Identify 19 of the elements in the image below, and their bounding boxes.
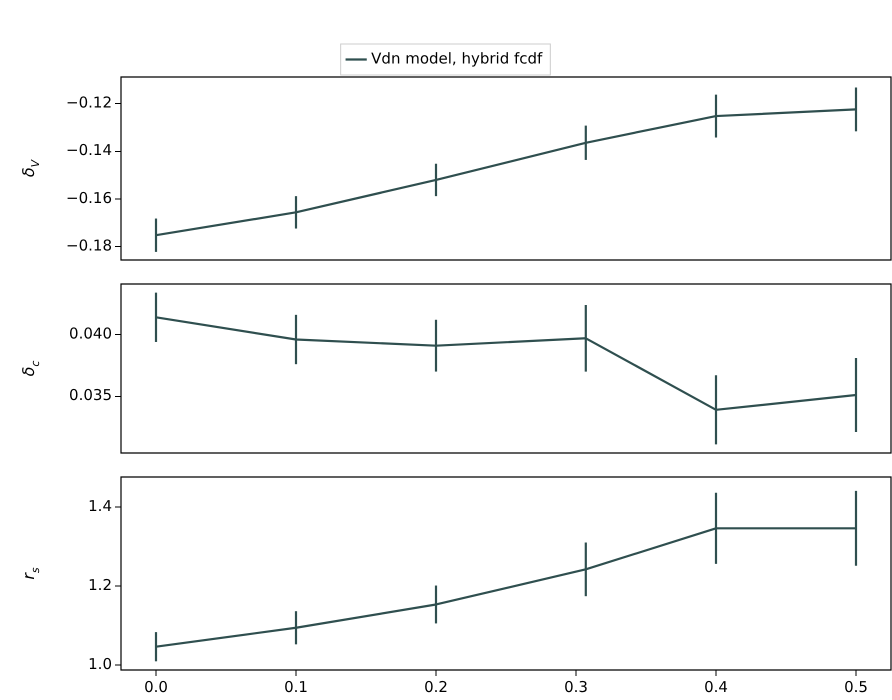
y-axis-title: rs (19, 567, 42, 580)
y-tick-label: −0.16 (66, 188, 112, 207)
y-tick-label: 1.4 (88, 496, 112, 515)
y-tick-label: 1.2 (88, 576, 112, 594)
y-tick-label: 0.035 (69, 386, 112, 404)
y-tick-label: −0.12 (66, 94, 112, 112)
x-tick-label: 0.4 (704, 678, 728, 696)
x-tick-label: 0.1 (284, 678, 308, 696)
y-axis-title: δc (19, 360, 42, 376)
x-tick-label: 0.3 (564, 678, 588, 696)
y-tick-label: 0.040 (69, 324, 112, 342)
y-tick-label: −0.14 (66, 141, 112, 160)
x-tick-label: 0.0 (144, 678, 168, 696)
y-tick-label: −0.18 (66, 236, 112, 255)
y-axis-title: δV (19, 158, 42, 178)
legend-label: Vdn model, hybrid fcdf (371, 49, 544, 68)
x-tick-label: 0.2 (424, 678, 448, 696)
x-tick-label: 0.5 (844, 678, 868, 696)
y-tick-label: 1.0 (88, 654, 112, 673)
